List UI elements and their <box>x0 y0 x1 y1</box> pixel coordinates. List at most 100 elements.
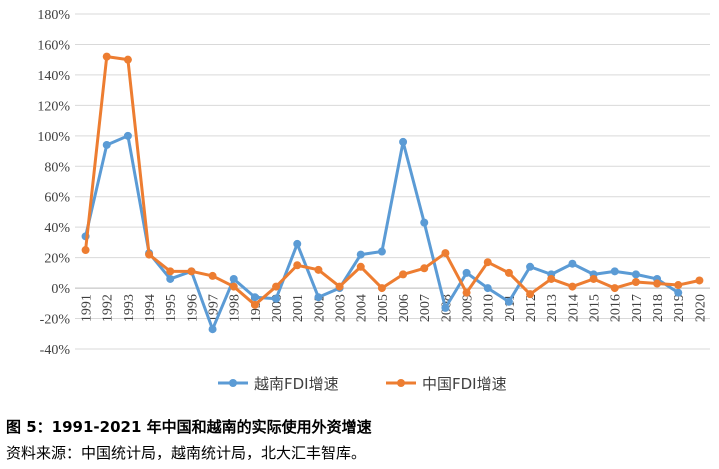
data-point <box>610 267 619 276</box>
x-tick-label: 2019 <box>672 294 687 322</box>
x-tick-label: 1992 <box>101 294 116 322</box>
data-point <box>377 247 386 256</box>
data-point <box>293 261 302 270</box>
data-point <box>526 262 535 271</box>
x-tick-label: 2001 <box>291 294 306 322</box>
legend-marker-2 <box>397 379 405 387</box>
y-tick-label: 80% <box>44 160 70 175</box>
y-tick-label: 160% <box>37 38 70 53</box>
data-point <box>526 290 535 299</box>
y-tick-label: 0% <box>51 282 70 297</box>
data-point <box>187 267 196 276</box>
figure-caption-source: 资料来源：中国统计局，越南统计局，北大汇丰智库。 <box>6 444 367 462</box>
x-tick-label: 2010 <box>482 294 497 322</box>
y-tick-label: 20% <box>44 252 70 267</box>
legend-label-1: 越南FDI增速 <box>254 375 339 393</box>
data-point <box>166 274 175 283</box>
fdi-growth-line-chart: -40% -20% 0% 20% 40% 60% 80% 100% 120% 140% 160% 18… <box>37 8 710 393</box>
data-point <box>631 270 640 279</box>
data-point <box>145 250 154 259</box>
data-point <box>123 55 132 64</box>
data-point <box>229 274 238 283</box>
x-axis-ticks: 1991199219931994199519961997199819992000… <box>80 294 709 322</box>
legend: 越南FDI增速 中国FDI增速 <box>218 375 507 393</box>
data-point <box>377 284 386 293</box>
x-tick-label: 1991 <box>80 294 95 322</box>
data-point <box>123 131 132 140</box>
legend-label-2: 中国FDI增速 <box>422 375 507 393</box>
y-tick-label: 140% <box>37 69 70 84</box>
x-tick-label: 2002 <box>312 294 327 322</box>
legend-marker-1 <box>229 379 237 387</box>
x-tick-label: 1998 <box>228 294 243 322</box>
data-point <box>250 300 259 309</box>
data-point <box>335 282 344 291</box>
y-tick-label: 40% <box>44 221 70 236</box>
data-point <box>229 282 238 291</box>
x-tick-label: 2014 <box>566 294 581 322</box>
data-point <box>674 281 683 290</box>
data-point <box>272 282 281 291</box>
x-tick-label: 2005 <box>376 294 391 322</box>
series-lines <box>81 52 704 334</box>
data-point <box>568 282 577 291</box>
data-point <box>102 140 111 149</box>
data-point <box>399 137 408 146</box>
x-tick-label: 2012 <box>524 294 539 322</box>
y-tick-label: 60% <box>44 191 70 206</box>
data-point <box>356 262 365 271</box>
x-tick-label: 1993 <box>122 294 137 322</box>
data-point <box>81 246 90 255</box>
data-point <box>483 258 492 267</box>
data-point <box>272 294 281 303</box>
x-tick-label: 2006 <box>397 294 412 322</box>
y-tick-label: 120% <box>37 99 70 114</box>
y-tick-label: -40% <box>40 343 71 358</box>
x-tick-label: 2013 <box>545 294 560 322</box>
data-point <box>208 325 217 334</box>
data-point <box>166 267 175 276</box>
y-tick-label: -20% <box>40 313 71 328</box>
data-point <box>293 239 302 248</box>
data-point <box>695 276 704 285</box>
x-tick-label: 1994 <box>143 294 158 322</box>
data-point <box>102 52 111 61</box>
x-tick-label: 2016 <box>609 294 624 322</box>
figure-caption-title: 图 5：1991-2021 年中国和越南的实际使用外资增速 <box>6 418 372 436</box>
x-tick-label: 1995 <box>164 294 179 322</box>
data-point <box>356 250 365 259</box>
data-point <box>441 303 450 312</box>
data-point <box>547 274 556 283</box>
data-point <box>504 297 513 306</box>
series-line-2 <box>84 55 700 307</box>
y-axis-ticks: -40% -20% 0% 20% 40% 60% 80% 100% 120% 140% 160% 18… <box>37 8 70 358</box>
data-point <box>208 271 217 280</box>
data-point <box>674 288 683 297</box>
data-point <box>610 284 619 293</box>
data-point <box>399 270 408 279</box>
data-point <box>462 268 471 277</box>
data-point <box>420 264 429 273</box>
data-point <box>653 279 662 288</box>
data-point <box>631 278 640 286</box>
data-point <box>441 249 450 258</box>
y-tick-label: 100% <box>37 130 70 145</box>
data-point <box>589 274 598 283</box>
x-tick-label: 2003 <box>334 294 349 322</box>
data-point <box>462 288 471 297</box>
x-tick-label: 2018 <box>651 294 666 322</box>
data-point <box>568 259 577 268</box>
data-point <box>504 268 513 277</box>
y-tick-label: 180% <box>37 8 70 23</box>
data-point <box>483 284 492 293</box>
x-tick-label: 2017 <box>630 294 645 322</box>
x-tick-label: 2020 <box>693 294 708 322</box>
data-point <box>420 218 429 227</box>
x-tick-label: 1996 <box>185 294 200 322</box>
data-point <box>250 293 259 302</box>
x-tick-label: 2007 <box>418 294 433 322</box>
x-tick-label: 2009 <box>461 294 476 322</box>
data-point <box>314 293 323 302</box>
data-point <box>314 265 323 274</box>
x-tick-label: 2015 <box>588 294 603 322</box>
